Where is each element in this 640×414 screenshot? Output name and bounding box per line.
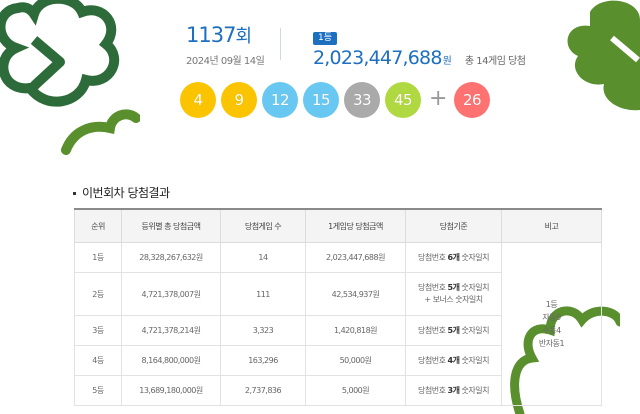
cell-total: 4,721,378,007원: [121, 272, 221, 316]
cell-rank: 4등: [74, 345, 122, 376]
table-row: 4등 8,164,800,000원 163,296 50,000원 당첨번호 4…: [74, 345, 602, 376]
draw-info: 1137회 2024년 09월 14일: [186, 22, 265, 67]
header-per-game: 1게임당 당첨금액: [305, 208, 406, 243]
draw-date: 2024년 09월 14일: [186, 56, 265, 67]
number-ball: 45: [385, 82, 421, 118]
table-header-row: 순위 등위별 총 당첨금액 당첨게임 수 1게임당 당첨금액 당첨기준 비고: [74, 208, 602, 243]
cell-criteria: 당첨번호 5개 숫자일치 + 보너스 숫자일치: [405, 272, 502, 316]
criteria-extra: + 보너스 숫자일치: [424, 295, 483, 304]
round-number: 1137: [186, 23, 236, 47]
number-ball: 12: [262, 82, 298, 118]
round-unit: 회: [235, 26, 252, 47]
cell-games: 3,323: [220, 315, 306, 346]
cell-games: 14: [220, 242, 306, 273]
prize-line: 2,023,447,688원 총 14게임 당첨: [313, 47, 526, 69]
criteria-line: 당첨번호 5개 숫자일치: [408, 282, 499, 294]
cell-rank: 2등: [74, 272, 122, 316]
criteria-bold: 4개: [447, 356, 460, 365]
cell-rank: 5등: [74, 375, 122, 406]
cell-total: 13,689,180,000원: [121, 375, 221, 406]
cell-per-game: 1,420,818원: [305, 315, 406, 346]
criteria-post: 숫자일치: [459, 283, 490, 292]
cell-games: 2,737,836: [220, 375, 306, 406]
prize-unit: 원: [442, 56, 452, 67]
cell-rank: 1등: [74, 242, 122, 273]
header-total: 등위별 총 당첨금액: [121, 208, 221, 243]
results-table: 순위 등위별 총 당첨금액 당첨게임 수 1게임당 당첨금액 당첨기준 비고 1…: [74, 208, 602, 406]
note-line: 반자동1: [538, 339, 565, 348]
number-ball: 9: [221, 82, 257, 118]
cell-rank: 3등: [74, 315, 122, 346]
clover-deco-right-top: [567, 0, 640, 111]
cell-games: 163,296: [220, 345, 306, 376]
table-row: 1등 28,328,267,632원 14 2,023,447,688원 당첨번…: [74, 242, 602, 406]
criteria-pre: 당첨번호: [418, 386, 448, 395]
cell-total: 8,164,800,000원: [121, 345, 221, 376]
number-ball: 4: [180, 82, 216, 118]
number-ball: 15: [303, 82, 339, 118]
table-row: 2등 4,721,378,007원 111 42,534,937원 당첨번호 5…: [74, 272, 602, 316]
cell-per-game: 50,000원: [305, 345, 406, 376]
cell-criteria: 당첨번호 4개 숫자일치: [405, 345, 502, 376]
cell-total: 4,721,378,214원: [121, 315, 221, 346]
criteria-post: 숫자일치: [459, 253, 490, 262]
header-criteria: 당첨기준: [405, 208, 502, 243]
bonus-ball: 26: [454, 82, 490, 118]
rank-badge: 1등: [313, 32, 338, 45]
section-title-text: 이번회차 당첨결과: [82, 186, 170, 200]
header-note: 비고: [501, 208, 602, 243]
criteria-pre: 당첨번호: [418, 356, 448, 365]
criteria-bold: 5개: [447, 283, 460, 292]
criteria-post: 숫자일치: [459, 326, 490, 335]
cell-criteria: 당첨번호 6개 숫자일치: [405, 242, 502, 273]
cell-total: 28,328,267,632원: [121, 242, 221, 273]
round-number-line: 1137회: [186, 22, 264, 48]
cell-criteria: 당첨번호 3개 숫자일치: [405, 375, 502, 406]
cell-per-game: 42,534,937원: [305, 272, 406, 316]
clover-logo-left: [0, 0, 140, 155]
criteria-bold: 5개: [447, 326, 460, 335]
criteria-bold: 3개: [447, 386, 460, 395]
note-line: 자동9: [542, 313, 561, 322]
criteria-pre: 당첨번호: [418, 283, 448, 292]
divider: [280, 28, 281, 60]
cell-games: 111: [220, 272, 306, 316]
plus-sign: +: [429, 86, 448, 111]
criteria-post: 숫자일치: [459, 386, 490, 395]
number-ball: 33: [344, 82, 380, 118]
prize-winners: 총 14게임 당첨: [464, 56, 526, 67]
criteria-bold: 6개: [447, 253, 460, 262]
cell-criteria: 당첨번호 5개 숫자일치: [405, 315, 502, 346]
note-line: 수동4: [542, 326, 561, 335]
criteria-post: 숫자일치: [459, 356, 490, 365]
table-row: 3등 4,721,378,214원 3,323 1,420,818원 당첨번호 …: [74, 315, 602, 346]
cell-per-game: 2,023,447,688원: [305, 242, 406, 273]
cell-note: 1등 자동9 수동4 반자동1: [501, 242, 602, 406]
cell-per-game: 5,000원: [305, 375, 406, 406]
bullet-icon: [73, 192, 76, 195]
results-table-wrap: 순위 등위별 총 당첨금액 당첨게임 수 1게임당 당첨금액 당첨기준 비고 1…: [74, 208, 602, 406]
criteria-pre: 당첨번호: [418, 326, 448, 335]
section-title: 이번회차 당첨결과: [73, 184, 170, 201]
note-line: 1등: [545, 300, 558, 309]
first-prize-info: 1등 2,023,447,688원 총 14게임 당첨: [313, 25, 526, 69]
table-row: 5등 13,689,180,000원 2,737,836 5,000원 당첨번호…: [74, 375, 602, 406]
header-rank: 순위: [74, 208, 122, 243]
header-games: 당첨게임 수: [220, 208, 306, 243]
prize-amount: 2,023,447,688: [313, 47, 442, 69]
criteria-pre: 당첨번호: [418, 253, 448, 262]
